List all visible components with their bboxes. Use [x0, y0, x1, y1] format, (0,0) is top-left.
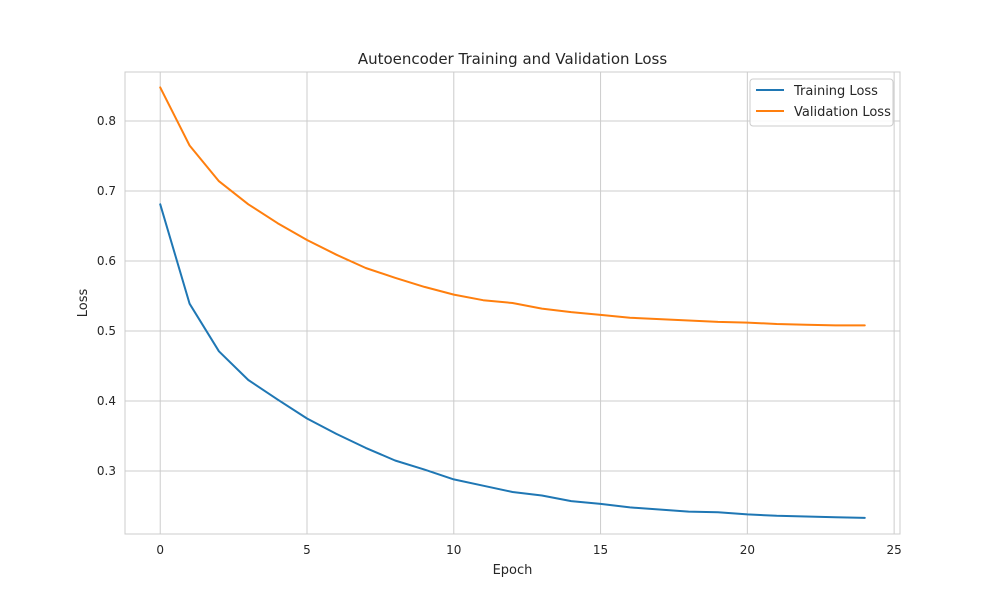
- legend: Training Loss Validation Loss: [749, 78, 894, 127]
- x-tick-label: 0: [156, 543, 164, 557]
- y-tick-label: 0.3: [97, 464, 116, 478]
- y-tick-label: 0.6: [97, 254, 116, 268]
- legend-label-training: Training Loss: [793, 84, 878, 99]
- x-ticks: 0 5 10 15 20 25: [156, 543, 901, 557]
- x-tick-label: 5: [303, 543, 311, 557]
- y-tick-label: 0.7: [97, 184, 116, 198]
- x-tick-label: 20: [740, 543, 755, 557]
- y-axis-label: Loss: [76, 289, 91, 318]
- chart-title: Autoencoder Training and Validation Loss: [358, 50, 668, 68]
- legend-box: [749, 78, 894, 127]
- grid: [125, 72, 900, 534]
- y-tick-label: 0.8: [97, 114, 116, 128]
- plot-frame: [124, 71, 901, 535]
- y-ticks: 0.3 0.4 0.5 0.6 0.7 0.8: [97, 114, 116, 478]
- training-loss-line: [159, 203, 866, 519]
- y-tick-label: 0.5: [97, 324, 116, 338]
- x-tick-label: 15: [593, 543, 608, 557]
- x-tick-label: 25: [886, 543, 901, 557]
- y-tick-label: 0.4: [97, 394, 116, 408]
- x-axis-label: Epoch: [493, 563, 533, 578]
- legend-label-validation: Validation Loss: [794, 105, 891, 120]
- validation-loss-line: [159, 86, 866, 327]
- x-tick-label: 10: [446, 543, 461, 557]
- series-layer: [159, 86, 866, 519]
